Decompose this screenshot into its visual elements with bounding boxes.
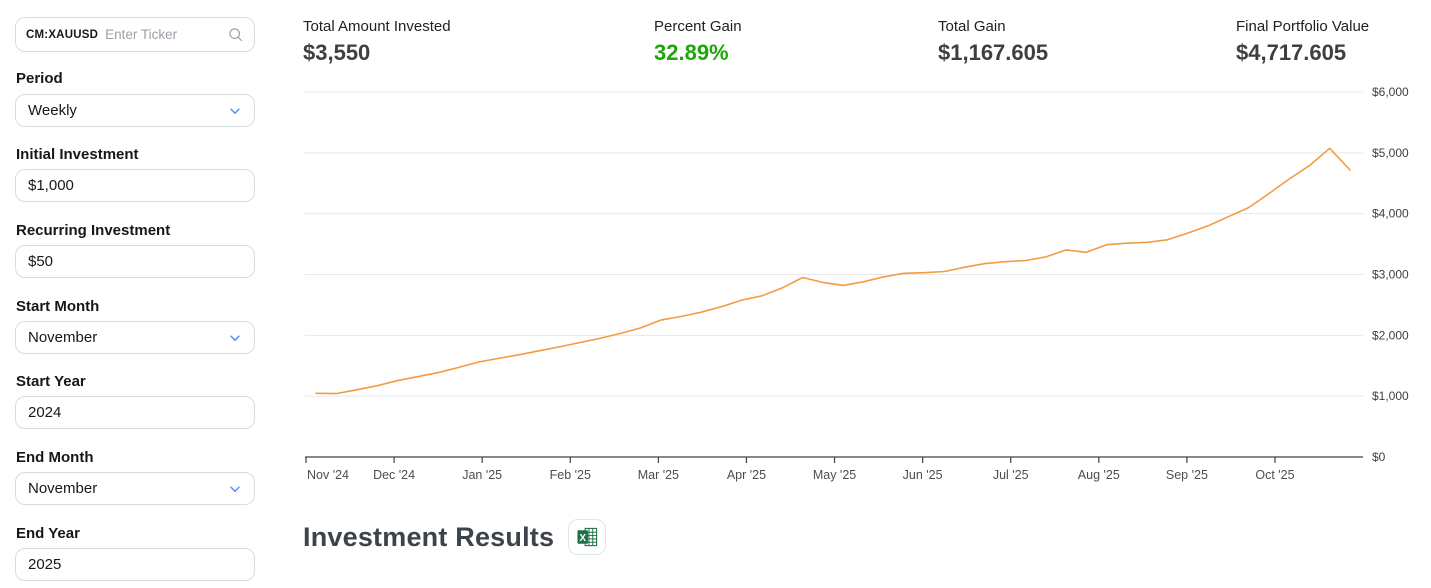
end-month-select[interactable]: November: [15, 472, 255, 505]
chevron-down-icon: [228, 482, 242, 496]
svg-text:$1,000: $1,000: [1372, 389, 1409, 403]
chevron-down-icon: [228, 331, 242, 345]
excel-icon: X: [576, 526, 599, 548]
svg-text:Apr '25: Apr '25: [727, 468, 766, 482]
portfolio-value-chart: $0 $1,000 $2,000 $3,000 $4,000 $5,000 $6,000 No…: [305, 85, 1409, 482]
ticker-value: CM:XAUUSD: [26, 28, 99, 41]
svg-text:May '25: May '25: [813, 468, 856, 482]
svg-text:Jan '25: Jan '25: [462, 468, 502, 482]
end-month-value: November: [28, 480, 98, 497]
recurring-investment-label: Recurring Investment: [16, 222, 171, 239]
svg-text:Jul '25: Jul '25: [993, 468, 1029, 482]
end-year-value: 2025: [28, 556, 62, 573]
stat-label: Final Portfolio Value: [1236, 18, 1370, 35]
start-year-input[interactable]: 2024: [15, 396, 255, 429]
initial-investment-input[interactable]: $1,000: [15, 169, 255, 202]
initial-investment-value: $1,000: [28, 177, 74, 194]
svg-text:Feb '25: Feb '25: [550, 468, 591, 482]
start-month-value: November: [28, 329, 98, 346]
start-year-label: Start Year: [16, 373, 86, 390]
start-month-select[interactable]: November: [15, 321, 255, 354]
stat-percent-gain: Percent Gain 32.89%: [654, 18, 742, 66]
excel-export-button[interactable]: X: [568, 519, 607, 555]
stat-label: Percent Gain: [654, 18, 742, 35]
end-year-label: End Year: [16, 525, 80, 542]
svg-text:Nov '24: Nov '24: [307, 468, 349, 482]
svg-text:$0: $0: [1372, 450, 1386, 464]
svg-text:$5,000: $5,000: [1372, 146, 1409, 160]
svg-text:Aug '25: Aug '25: [1078, 468, 1120, 482]
ticker-search-input[interactable]: CM:XAUUSD Enter Ticker: [15, 17, 255, 52]
results-section-header: Investment Results X: [303, 519, 607, 555]
stat-label: Total Amount Invested: [303, 18, 451, 35]
period-select[interactable]: Weekly: [15, 94, 255, 127]
stat-value: $4,717.605: [1236, 40, 1347, 65]
stat-value: $1,167.605: [938, 40, 1049, 65]
ticker-placeholder: Enter Ticker: [105, 27, 178, 42]
svg-text:Dec '24: Dec '24: [373, 468, 415, 482]
stat-value: 32.89%: [654, 40, 729, 65]
svg-text:Jun '25: Jun '25: [903, 468, 943, 482]
stat-final-portfolio-value: Final Portfolio Value $4,717.605: [1236, 18, 1369, 66]
search-icon: [227, 26, 244, 43]
stat-total-amount-invested: Total Amount Invested $3,550: [303, 18, 451, 66]
svg-text:Mar '25: Mar '25: [638, 468, 679, 482]
stat-total-gain: Total Gain $1,167.605: [938, 18, 1048, 66]
stat-label: Total Gain: [938, 18, 1006, 35]
start-month-label: Start Month: [16, 298, 100, 315]
results-section-title: Investment Results: [303, 521, 555, 552]
period-value: Weekly: [28, 102, 77, 119]
svg-text:$4,000: $4,000: [1372, 207, 1409, 221]
stat-value: $3,550: [303, 40, 371, 65]
recurring-investment-input[interactable]: $50: [15, 245, 255, 278]
end-year-input[interactable]: 2025: [15, 548, 255, 581]
start-year-value: 2024: [28, 404, 62, 421]
initial-investment-label: Initial Investment: [16, 146, 139, 163]
period-label: Period: [16, 70, 63, 87]
svg-text:$2,000: $2,000: [1372, 328, 1409, 342]
end-month-label: End Month: [16, 449, 94, 466]
svg-text:$3,000: $3,000: [1372, 268, 1409, 282]
svg-text:$6,000: $6,000: [1372, 85, 1409, 99]
chevron-down-icon: [228, 104, 242, 118]
svg-text:Oct '25: Oct '25: [1255, 468, 1294, 482]
recurring-investment-value: $50: [28, 253, 54, 270]
svg-text:Sep '25: Sep '25: [1166, 468, 1208, 482]
svg-text:X: X: [579, 533, 586, 544]
